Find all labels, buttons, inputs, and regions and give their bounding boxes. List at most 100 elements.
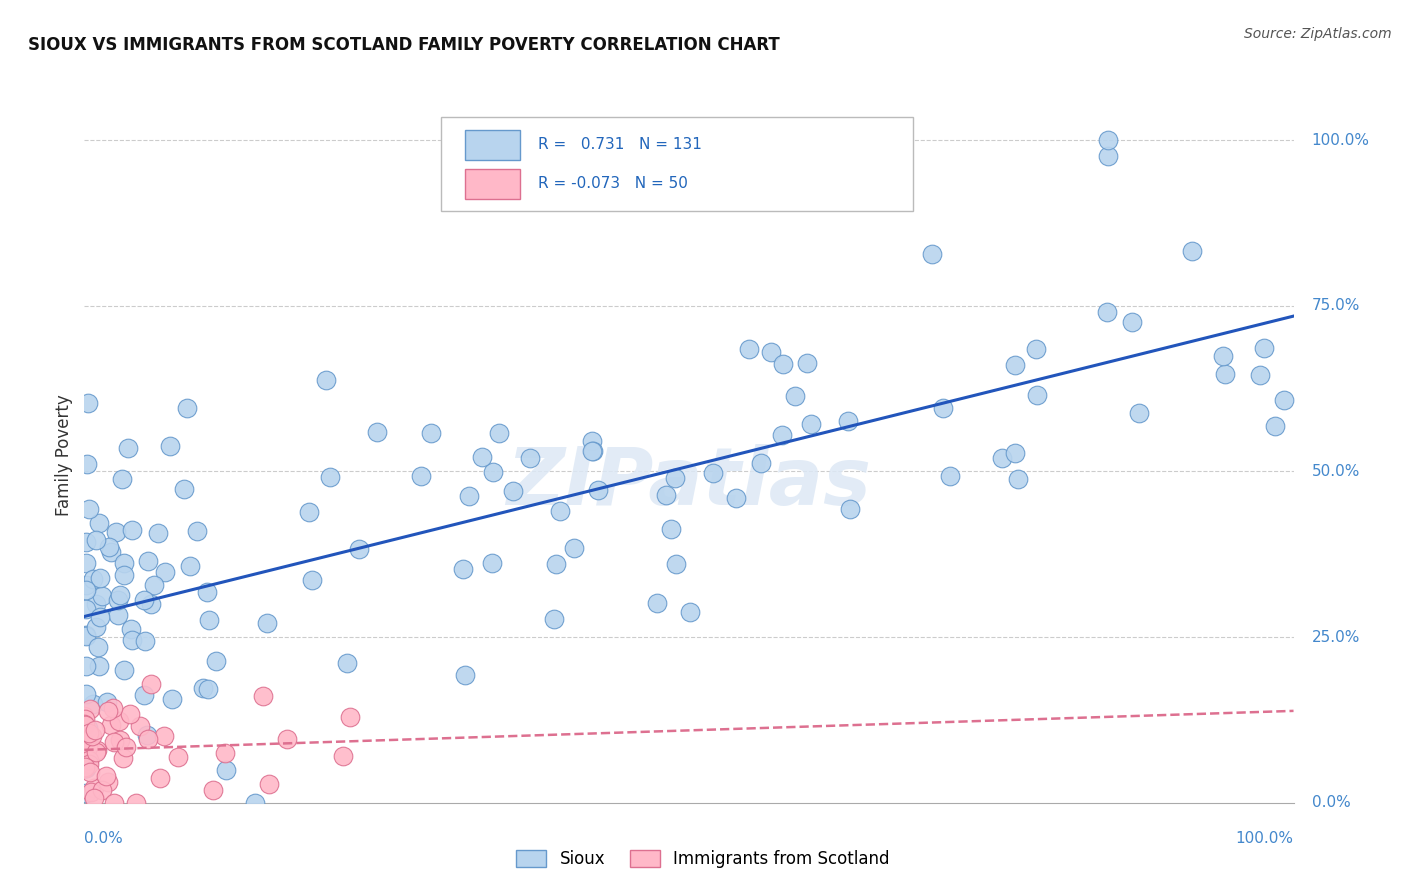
Point bbox=[84, 533, 107, 547]
Point bbox=[548, 504, 571, 518]
Point bbox=[110, 588, 132, 602]
Point bbox=[104, 525, 127, 540]
Legend: Sioux, Immigrants from Scotland: Sioux, Immigrants from Scotland bbox=[509, 843, 897, 875]
Point bbox=[114, 663, 136, 677]
Point bbox=[73, 718, 96, 732]
Point bbox=[1007, 472, 1029, 486]
Point bbox=[108, 733, 131, 747]
Point bbox=[195, 584, 218, 599]
Point bbox=[129, 718, 152, 732]
Point bbox=[141, 676, 163, 690]
Point bbox=[471, 450, 494, 464]
Point bbox=[664, 470, 686, 484]
Point bbox=[1097, 149, 1119, 163]
Text: ZIPatlas: ZIPatlas bbox=[506, 443, 872, 522]
Bar bbox=[465, 129, 520, 160]
Point bbox=[77, 756, 100, 771]
Point bbox=[647, 596, 669, 610]
Point bbox=[1004, 359, 1026, 373]
Point bbox=[75, 535, 97, 549]
Point bbox=[167, 750, 190, 764]
Point bbox=[991, 450, 1014, 465]
Point bbox=[73, 744, 96, 758]
Point bbox=[481, 557, 503, 571]
Point bbox=[197, 613, 219, 627]
Text: R = -0.073   N = 50: R = -0.073 N = 50 bbox=[538, 176, 688, 191]
Point bbox=[502, 483, 524, 498]
Point bbox=[197, 682, 219, 697]
Point bbox=[75, 760, 97, 774]
Point bbox=[1128, 406, 1150, 420]
Point bbox=[89, 610, 111, 624]
Point bbox=[837, 414, 859, 428]
Point bbox=[97, 704, 120, 718]
Point bbox=[770, 428, 793, 442]
Point bbox=[146, 525, 169, 540]
Point bbox=[205, 654, 228, 668]
Point bbox=[73, 761, 96, 775]
Point bbox=[1249, 368, 1271, 382]
Point bbox=[73, 709, 96, 723]
Point bbox=[75, 578, 97, 592]
Point bbox=[121, 632, 143, 647]
Point bbox=[135, 729, 157, 743]
Point bbox=[98, 540, 121, 554]
Point bbox=[339, 710, 361, 724]
Point bbox=[186, 524, 208, 538]
Point bbox=[519, 450, 541, 465]
Point bbox=[453, 667, 475, 681]
Point bbox=[159, 439, 181, 453]
Point bbox=[76, 457, 98, 471]
Point bbox=[665, 557, 688, 571]
Point bbox=[457, 489, 479, 503]
Point bbox=[112, 568, 135, 582]
Point bbox=[298, 505, 321, 519]
Point bbox=[366, 425, 388, 439]
Point bbox=[257, 777, 280, 791]
Point bbox=[87, 640, 110, 654]
Point bbox=[107, 608, 129, 623]
Point bbox=[1025, 388, 1047, 402]
Point bbox=[134, 633, 156, 648]
Point bbox=[84, 620, 107, 634]
Point bbox=[256, 616, 278, 631]
Point bbox=[1025, 342, 1047, 356]
Point bbox=[1181, 244, 1204, 258]
Y-axis label: Family Poverty: Family Poverty bbox=[55, 394, 73, 516]
Point bbox=[73, 712, 96, 726]
Point bbox=[332, 748, 354, 763]
Point bbox=[772, 357, 794, 371]
Point bbox=[655, 488, 678, 502]
Point bbox=[543, 612, 565, 626]
Point bbox=[1264, 418, 1286, 433]
Point bbox=[115, 739, 138, 754]
Point bbox=[89, 571, 111, 585]
Point bbox=[86, 743, 108, 757]
Point bbox=[582, 443, 605, 458]
Point bbox=[75, 582, 97, 597]
Point bbox=[659, 522, 682, 536]
FancyBboxPatch shape bbox=[441, 118, 912, 211]
Point bbox=[588, 483, 610, 497]
Point bbox=[1253, 341, 1275, 355]
Point bbox=[679, 605, 702, 619]
Point bbox=[1004, 446, 1026, 460]
Point bbox=[75, 658, 97, 673]
Point bbox=[84, 745, 107, 759]
Point bbox=[125, 796, 148, 810]
Point bbox=[84, 723, 107, 738]
Point bbox=[84, 597, 107, 611]
Point bbox=[176, 401, 198, 416]
Text: R =   0.731   N = 131: R = 0.731 N = 131 bbox=[538, 137, 702, 153]
Point bbox=[214, 746, 236, 760]
Point bbox=[1272, 392, 1295, 407]
Point bbox=[76, 395, 98, 409]
Point bbox=[132, 688, 155, 702]
Point bbox=[79, 502, 101, 516]
Point bbox=[149, 771, 172, 785]
Point bbox=[347, 541, 370, 556]
Point bbox=[581, 434, 603, 448]
Text: 0.0%: 0.0% bbox=[84, 830, 124, 846]
Point bbox=[932, 401, 955, 416]
Point bbox=[75, 757, 97, 772]
